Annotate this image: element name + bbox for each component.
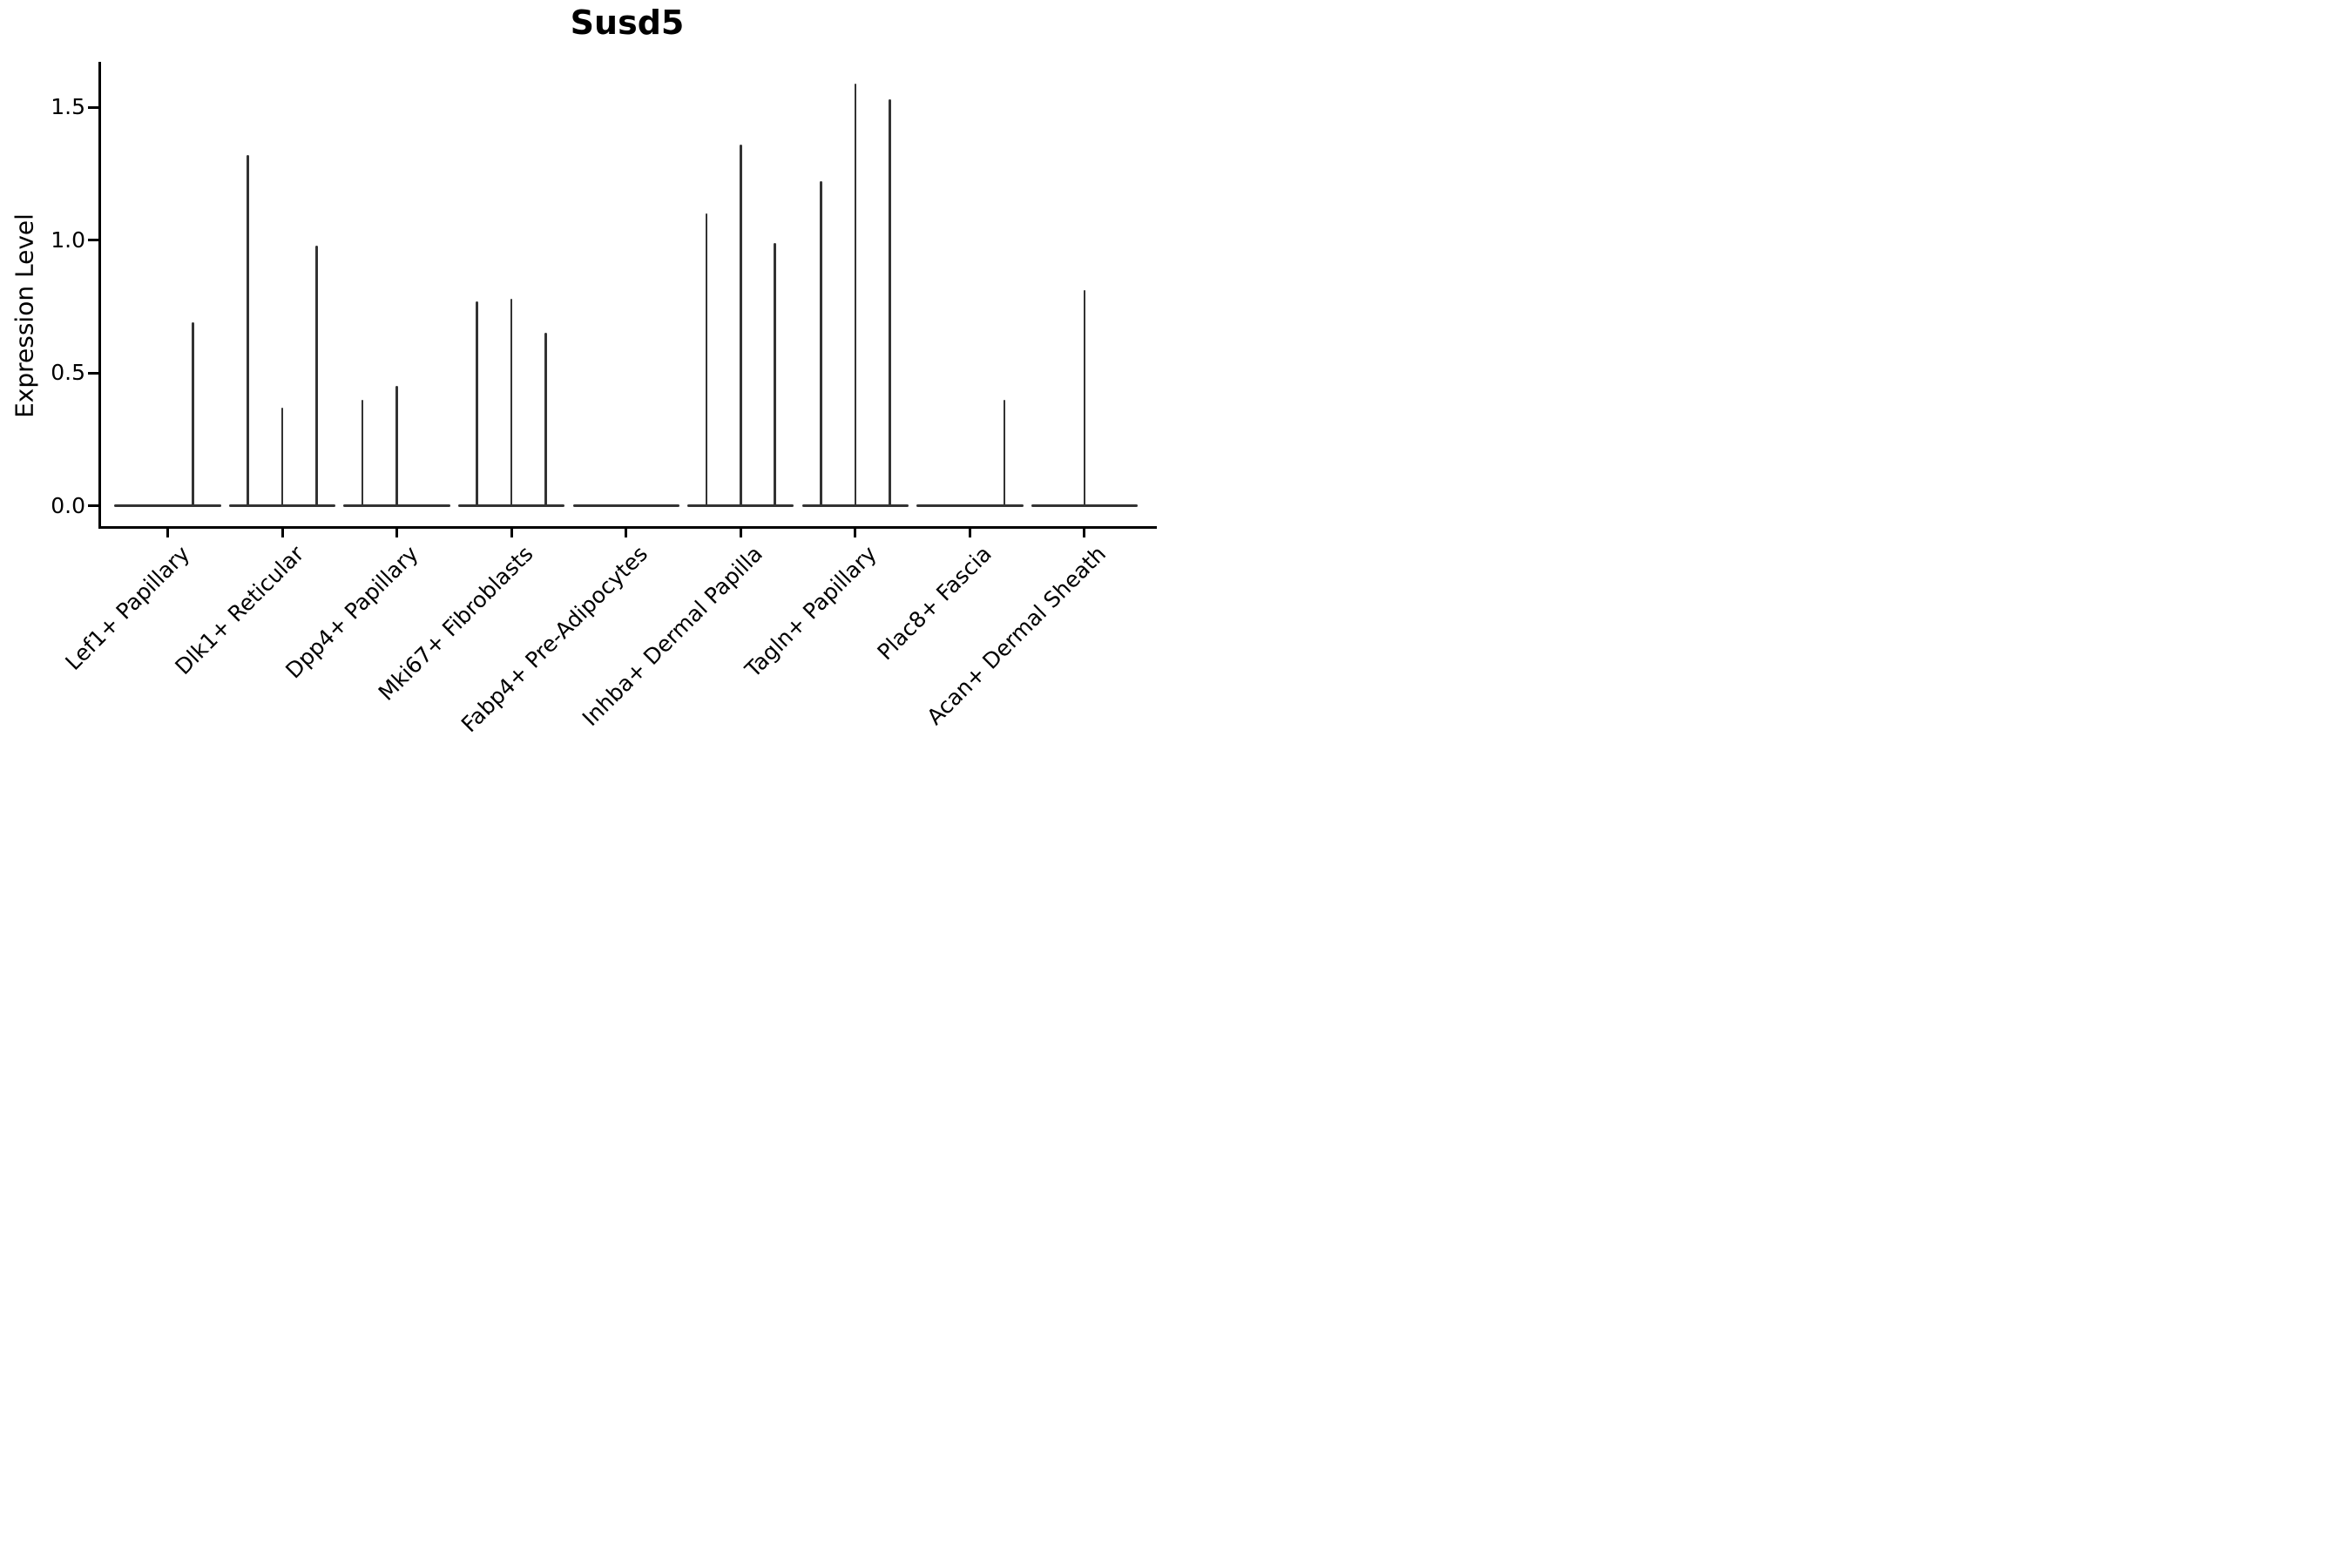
violin-baseline xyxy=(343,504,450,507)
violin-spike xyxy=(774,242,776,506)
violin-spike xyxy=(820,181,822,506)
violin-spike xyxy=(361,399,364,506)
x-tick-mark xyxy=(395,527,399,537)
violin-spike xyxy=(889,98,891,506)
violin-plot-figure: Susd5 Expression Level 0.0 0.5 1.0 1.5 Lef1… xyxy=(0,0,1176,784)
violin-baseline xyxy=(801,504,909,507)
violin-spike xyxy=(510,298,513,506)
y-axis-spine xyxy=(98,62,101,529)
violin-spike xyxy=(1083,290,1086,506)
violin-spike xyxy=(544,333,547,506)
x-tick-mark xyxy=(625,527,628,537)
y-tick-mark xyxy=(88,504,98,507)
x-tick-label: Plac8+ Fascia xyxy=(872,541,997,666)
y-tick-label: 0.5 xyxy=(51,360,85,385)
x-tick-mark xyxy=(1083,527,1086,537)
x-tick-label: Fabp4+ Pre-Adipocytes xyxy=(456,541,653,738)
x-tick-mark xyxy=(739,527,742,537)
violin-spike xyxy=(395,386,398,506)
violin-spike xyxy=(192,322,194,506)
violin-baseline xyxy=(916,504,1024,507)
chart-title: Susd5 xyxy=(570,3,685,42)
x-tick-mark xyxy=(510,527,513,537)
y-tick-mark xyxy=(88,371,98,375)
x-tick-mark xyxy=(968,527,971,537)
violin-baseline xyxy=(687,504,794,507)
x-tick-mark xyxy=(166,527,169,537)
x-tick-mark xyxy=(854,527,857,537)
y-tick-mark xyxy=(88,105,98,109)
violin-spike xyxy=(1003,399,1006,506)
violin-spike xyxy=(247,154,249,506)
violin-baseline xyxy=(228,504,336,507)
violin-baseline xyxy=(114,504,221,507)
violin-baseline xyxy=(457,504,565,507)
x-tick-mark xyxy=(280,527,284,537)
violin-spike xyxy=(315,245,318,506)
violin-baseline xyxy=(572,504,679,507)
violin-spike xyxy=(280,407,284,506)
y-tick-label: 0.0 xyxy=(51,492,85,518)
violin-baseline xyxy=(1031,504,1139,507)
violin-spike xyxy=(854,83,857,506)
violin-spike xyxy=(740,144,742,506)
y-tick-label: 1.5 xyxy=(51,94,85,119)
y-tick-mark xyxy=(88,239,98,241)
violin-spike xyxy=(705,213,708,506)
violin-spike xyxy=(476,301,478,506)
y-tick-label: 1.0 xyxy=(51,226,85,253)
y-axis-label: Expression Level xyxy=(10,213,39,418)
